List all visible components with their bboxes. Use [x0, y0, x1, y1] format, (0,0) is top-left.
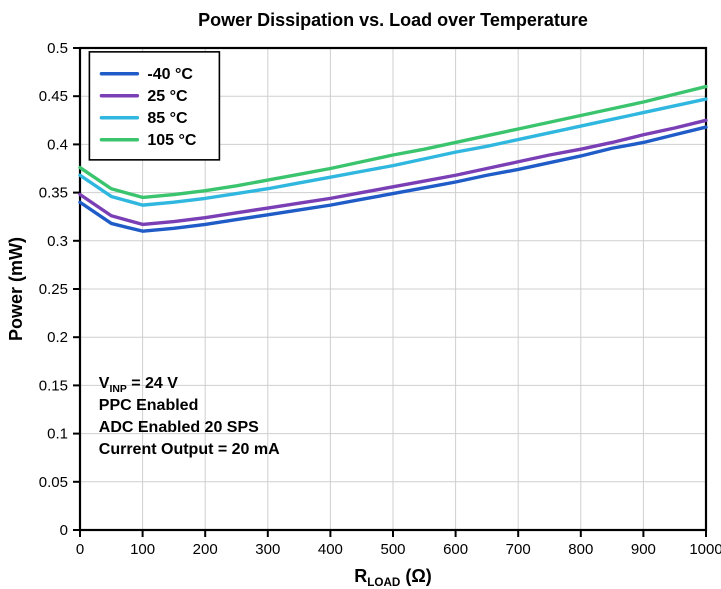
x-tick-label: 300 — [255, 541, 280, 558]
x-tick-label: 400 — [318, 541, 343, 558]
x-tick-label: 500 — [380, 541, 405, 558]
x-tick-label: 200 — [193, 541, 218, 558]
y-tick-label: 0.2 — [47, 329, 68, 346]
chart-title: Power Dissipation vs. Load over Temperat… — [198, 10, 588, 30]
x-tick-label: 600 — [443, 541, 468, 558]
annotation-line: PPC Enabled — [99, 397, 199, 414]
legend-label: 85 °C — [147, 110, 188, 127]
y-tick-label: 0.3 — [47, 233, 68, 250]
x-tick-label: 1000 — [689, 541, 721, 558]
y-tick-label: 0.5 — [47, 40, 68, 57]
legend: -40 °C 25 °C 85 °C 105 °C — [89, 52, 219, 160]
x-tick-label: 900 — [631, 541, 656, 558]
y-tick-label: 0 — [60, 522, 68, 539]
y-tick-label: 0.1 — [47, 426, 68, 443]
line-chart: 0 100 200 300 400 500 600 700 800 900 1000 0 0.05 0.1… — [0, 0, 721, 589]
y-tick-label: 0.35 — [39, 185, 68, 202]
y-tick-label: 0.4 — [47, 136, 68, 153]
annotation-line: ADC Enabled 20 SPS — [99, 419, 259, 436]
chart-container: 0 100 200 300 400 500 600 700 800 900 1000 0 0.05 0.1… — [0, 0, 721, 589]
legend-label: -40 °C — [147, 66, 193, 83]
x-tick-label: 800 — [568, 541, 593, 558]
annotation-line: Current Output = 20 mA — [99, 441, 280, 458]
legend-label: 105 °C — [147, 132, 197, 149]
y-tick-label: 0.05 — [39, 474, 68, 491]
legend-label: 25 °C — [147, 88, 188, 105]
x-tick-label: 100 — [130, 541, 155, 558]
x-tick-label: 700 — [506, 541, 531, 558]
y-tick-label: 0.45 — [39, 88, 68, 105]
y-tick-label: 0.15 — [39, 377, 68, 394]
y-axis-label: Power (mW) — [6, 237, 26, 341]
x-tick-label: 0 — [76, 541, 84, 558]
y-tick-label: 0.25 — [39, 281, 68, 298]
